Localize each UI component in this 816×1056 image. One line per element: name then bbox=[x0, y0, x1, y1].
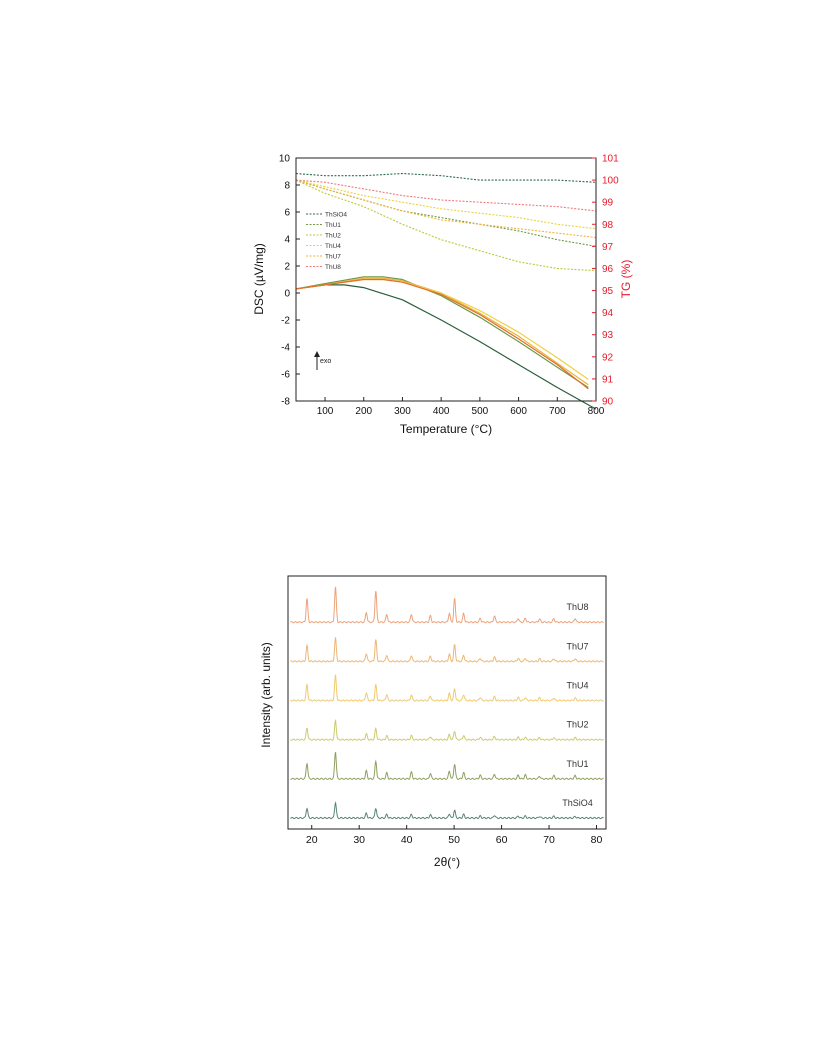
tg-line-thu2 bbox=[295, 179, 597, 272]
x-tick-label: 800 bbox=[588, 406, 605, 417]
y2-tick-label: 100 bbox=[602, 176, 619, 187]
y-tick-label: 10 bbox=[279, 154, 291, 165]
legend-label: ThSiO4 bbox=[325, 212, 347, 219]
tg-line-thu8 bbox=[295, 179, 597, 212]
axes: 20 30 40 50 60 70 80 bbox=[306, 825, 603, 846]
y2-tick-label: 101 bbox=[602, 154, 619, 165]
plot-frame bbox=[295, 157, 597, 402]
y-tick-label: -4 bbox=[281, 343, 290, 354]
legend-label: ThU2 bbox=[325, 233, 341, 240]
y2-axis-label: TG (%) bbox=[619, 260, 633, 299]
plot-frame bbox=[287, 575, 607, 830]
x-tick-label: 700 bbox=[549, 406, 566, 417]
y2-tick-label: 93 bbox=[602, 330, 614, 341]
y-tick-label: 8 bbox=[284, 181, 290, 192]
legend-label: ThU8 bbox=[325, 264, 341, 271]
y2-tick-label: 94 bbox=[602, 308, 614, 319]
y-axis-label: Intensity (arb. units) bbox=[259, 642, 273, 747]
legend-label: ThU4 bbox=[325, 243, 341, 250]
x-tick-label: 100 bbox=[317, 406, 334, 417]
x-tick-label: 50 bbox=[448, 834, 460, 846]
exo-annotation: exo bbox=[320, 358, 331, 365]
xrd-chart: 20 30 40 50 60 70 80 ThU8 ThU7 ThU4 ThU2 ThU1 ThSiO… bbox=[252, 565, 616, 875]
y2-tick-label: 95 bbox=[602, 286, 614, 297]
xrd-line-thu8 bbox=[290, 586, 604, 624]
x-tick-label: 30 bbox=[353, 834, 365, 846]
y2-tick-label: 97 bbox=[602, 242, 614, 253]
tg-line-thu4 bbox=[295, 179, 597, 230]
y-tick-label: -8 bbox=[281, 397, 290, 408]
y2-tick-label: 99 bbox=[602, 198, 614, 209]
y-tick-label: 6 bbox=[284, 208, 290, 219]
y-tick-label: 0 bbox=[284, 289, 290, 300]
legend-label: ThU7 bbox=[325, 254, 341, 261]
series-label: ThU7 bbox=[567, 641, 589, 651]
series-labels: ThU8 ThU7 ThU4 ThU2 ThU1 ThSiO4 bbox=[562, 602, 593, 808]
x-tick-label: 20 bbox=[306, 834, 318, 846]
x-tick-label: 60 bbox=[496, 834, 508, 846]
x-tick-label: 200 bbox=[355, 406, 372, 417]
x-tick-label: 600 bbox=[510, 406, 527, 417]
y-tick-label: 4 bbox=[284, 235, 290, 246]
legend: ThSiO4 ThU1 ThU2 ThU4 ThU7 ThU8 bbox=[306, 212, 347, 271]
series-label: ThU2 bbox=[567, 720, 589, 730]
x-tick-label: 40 bbox=[401, 834, 413, 846]
y2-tick-label: 90 bbox=[602, 397, 614, 408]
dsc-curves bbox=[295, 276, 597, 410]
y-tick-label: -6 bbox=[281, 370, 290, 381]
series-label: ThU4 bbox=[567, 681, 589, 691]
xrd-line-thu1 bbox=[290, 752, 604, 780]
series-label: ThU1 bbox=[567, 759, 589, 769]
x-axis-label: Temperature (°C) bbox=[400, 422, 492, 436]
dsc-line bbox=[295, 278, 589, 390]
tg-line-thu7 bbox=[295, 179, 597, 239]
x-tick-label: 300 bbox=[394, 406, 411, 417]
x-tick-label: 70 bbox=[543, 834, 555, 846]
y-axis-label: DSC (µV/mg) bbox=[252, 243, 266, 315]
series-label: ThU8 bbox=[567, 602, 589, 612]
xrd-patterns bbox=[290, 586, 604, 820]
y2-tick-label: 91 bbox=[602, 374, 614, 385]
y2-tick-label: 98 bbox=[602, 220, 614, 231]
dsc-line bbox=[295, 284, 597, 410]
y-tick-label: 2 bbox=[284, 262, 290, 273]
series-label: ThSiO4 bbox=[562, 798, 593, 808]
legend-label: ThU1 bbox=[325, 222, 341, 229]
y2-tick-label: 92 bbox=[602, 352, 614, 363]
x-axis-label: 2θ(°) bbox=[434, 855, 460, 869]
xrd-line-thu2 bbox=[290, 718, 604, 741]
xrd-line-thsio4 bbox=[290, 801, 604, 820]
x-tick-label: 400 bbox=[433, 406, 450, 417]
y2-tick-label: 96 bbox=[602, 264, 614, 275]
exo-arrow-head bbox=[314, 351, 320, 357]
x-tick-label: 500 bbox=[472, 406, 489, 417]
dsc-tg-chart: 100 200 300 400 500 600 700 800 -8 -6 -4 -2 0 2 4 6 8 10 9… bbox=[216, 143, 654, 438]
xrd-line-thu7 bbox=[290, 637, 604, 663]
tg-curves bbox=[295, 172, 597, 272]
xrd-line-thu4 bbox=[290, 674, 604, 702]
y-tick-label: -2 bbox=[281, 316, 290, 327]
x-tick-label: 80 bbox=[591, 834, 603, 846]
tg-line-thsio4 bbox=[295, 172, 597, 183]
dsc-line bbox=[295, 277, 589, 386]
axes: 100 200 300 400 500 600 700 800 -8 -6 -4 -2 0 2 4 6 8 10 9… bbox=[279, 154, 619, 418]
